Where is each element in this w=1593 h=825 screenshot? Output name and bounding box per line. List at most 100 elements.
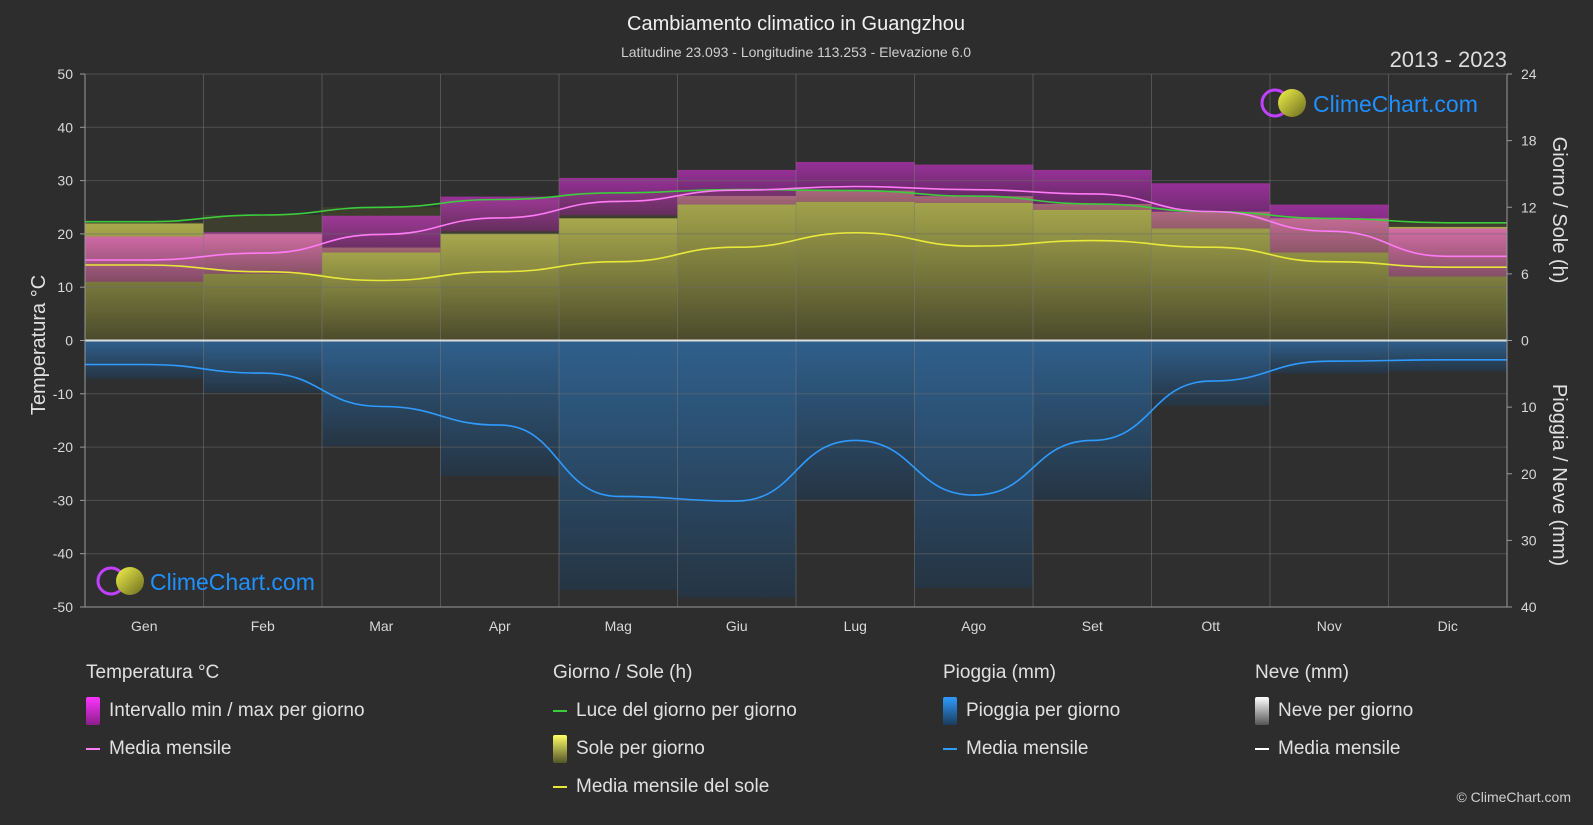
rain-bar <box>1388 340 1507 372</box>
legend-item: Neve per giorno <box>1255 697 1414 725</box>
legend-label: Luce del giorno per giorno <box>576 700 797 721</box>
legend-temperature: Temperatura °C Intervallo min / max per … <box>86 662 365 776</box>
legend-snow: Neve (mm) Neve per giorno Media mensile <box>1255 662 1413 776</box>
sun-swatch <box>553 735 567 763</box>
legend-item: Luce del giorno per giorno <box>553 700 797 722</box>
chart-subtitle: Latitudine 23.093 - Longitudine 113.253 … <box>621 44 971 60</box>
rain-bar <box>914 340 1033 588</box>
sun-bar <box>914 196 1033 341</box>
month-label: Ott <box>1201 618 1220 634</box>
legend-temperature-heading: Temperatura °C <box>86 662 220 683</box>
grid-lines <box>85 73 1507 608</box>
temp-range-swatch <box>86 697 100 725</box>
right-hours-tick-label: 24 <box>1521 66 1537 82</box>
rain-bar <box>203 340 322 393</box>
legend-label: Media mensile del sole <box>576 776 770 797</box>
snow-mean-swatch <box>1255 748 1269 750</box>
rain-bar <box>677 340 796 598</box>
sun-bar <box>322 247 441 341</box>
legend-label: Media mensile <box>966 738 1089 759</box>
chart-title: Cambiamento climatico in Guangzhou <box>627 13 965 35</box>
rain-bar <box>85 340 204 379</box>
rain-bar <box>559 340 678 590</box>
left-tick-label: -30 <box>53 492 73 508</box>
legend-label: Sole per giorno <box>576 738 705 759</box>
legend-sun: Giorno / Sole (h) Luce del giorno per gi… <box>553 662 797 814</box>
temp-range-bar <box>796 161 915 202</box>
month-label: Nov <box>1317 618 1342 634</box>
month-label: Lug <box>844 618 867 634</box>
month-label: Ago <box>961 618 986 634</box>
logo-globe-icon <box>116 567 144 595</box>
legend-item: Media mensile <box>86 738 365 760</box>
left-axis-title: Temperatura °C <box>28 275 50 415</box>
month-label: Gen <box>131 618 157 634</box>
left-tick-label: 50 <box>57 66 73 82</box>
legend-item: Media mensile <box>1255 738 1413 760</box>
left-tick-label: 40 <box>57 119 73 135</box>
right-mm-tick-label: 40 <box>1521 599 1537 615</box>
legend-label: Pioggia per giorno <box>966 700 1121 721</box>
legend-rain-heading: Pioggia (mm) <box>943 662 1056 683</box>
rain-bar <box>796 340 915 501</box>
daylight-line <box>84 188 1507 224</box>
snow-swatch <box>1255 697 1269 725</box>
temp-range-bar <box>1270 204 1389 253</box>
sun-bar <box>559 218 678 341</box>
rain-bar <box>1151 340 1270 406</box>
brand-logo-bottom[interactable]: ClimeChart.com <box>96 566 315 596</box>
month-label: Apr <box>489 618 511 634</box>
month-label: Feb <box>251 618 275 634</box>
left-tick-label: -40 <box>53 546 73 562</box>
rain-bar <box>440 340 559 476</box>
left-tick-label: 10 <box>57 279 73 295</box>
temp-range-bar <box>559 177 678 216</box>
right-hours-tick-label: 18 <box>1521 133 1537 149</box>
logo-text-bottom: ClimeChart.com <box>150 569 315 595</box>
sun-bar <box>677 195 796 341</box>
sun-mean-swatch <box>553 786 567 788</box>
right-mm-tick-label: 10 <box>1521 399 1537 415</box>
copyright: © ClimeChart.com <box>1456 789 1571 805</box>
temp-mean-swatch <box>86 748 100 750</box>
legend-sun-heading: Giorno / Sole (h) <box>553 662 693 683</box>
legend-item: Media mensile del sole <box>553 776 797 798</box>
right-axis-title-bottom: Pioggia / Neve (mm) <box>1548 384 1570 566</box>
right-mm-tick-label: 30 <box>1521 532 1537 548</box>
legend-label: Intervallo min / max per giorno <box>109 700 365 721</box>
right-axis-title-top: Giorno / Sole (h) <box>1548 137 1570 284</box>
month-label: Dic <box>1438 618 1458 634</box>
daylight-swatch <box>553 710 567 712</box>
sun-mean-line <box>84 231 1507 282</box>
sun-bar <box>1033 203 1152 341</box>
right-mm-tick-label: 20 <box>1521 466 1537 482</box>
brand-logo-top[interactable]: ClimeChart.com <box>1260 88 1478 118</box>
right-hours-tick-label: 12 <box>1521 199 1537 215</box>
rain-bar <box>1033 340 1152 501</box>
legend-label: Neve per giorno <box>1278 700 1414 721</box>
left-tick-label: 30 <box>57 173 73 189</box>
temp-range-bar <box>1151 183 1270 229</box>
legend-item: Media mensile <box>943 738 1120 760</box>
year-range: 2013 - 2023 <box>1390 47 1507 72</box>
logo-globe-icon <box>1278 89 1306 117</box>
temp-mean-line <box>85 185 1507 261</box>
right-hours-tick-label: 6 <box>1521 266 1529 282</box>
month-label: Mag <box>605 618 632 634</box>
axes: 50 40 30 20 10 0 -10 -20 -30 -40 -50 24 18 12 6 0 10 20 30… <box>53 66 1537 634</box>
rain-mean-line <box>85 358 1507 502</box>
right-hours-tick-label: 0 <box>1521 333 1529 349</box>
rain-bar <box>1270 340 1389 374</box>
left-tick-label: -10 <box>53 386 73 402</box>
rain-mean-swatch <box>943 748 957 750</box>
left-tick-label: 0 <box>65 333 73 349</box>
temp-range-bar <box>677 169 796 205</box>
month-label: Mar <box>369 618 393 634</box>
rain-bar <box>322 340 441 447</box>
sun-bar <box>796 190 915 341</box>
legend-label: Media mensile <box>109 738 232 759</box>
legend-snow-heading: Neve (mm) <box>1255 662 1349 683</box>
left-tick-label: -50 <box>53 599 73 615</box>
legend-rain: Pioggia (mm) Pioggia per giorno Media me… <box>943 662 1120 776</box>
